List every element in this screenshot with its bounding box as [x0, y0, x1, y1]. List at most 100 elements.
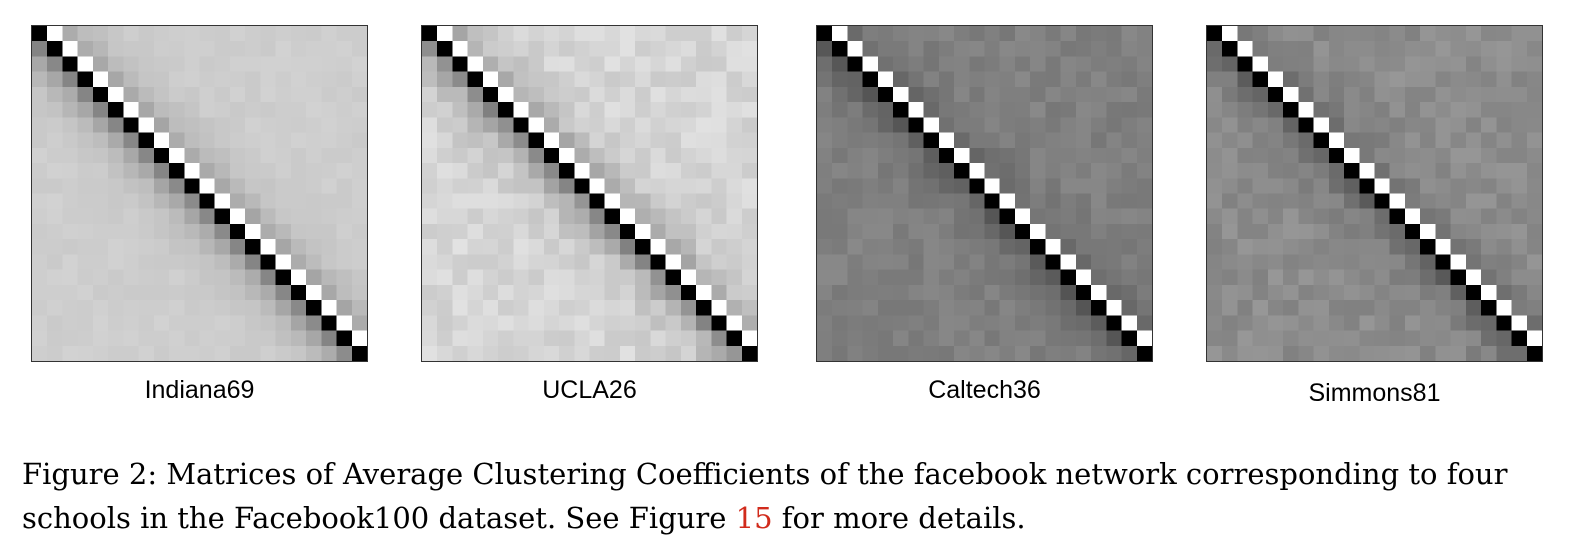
- matrix-cell: [1060, 86, 1077, 103]
- matrix-cell: [1313, 26, 1330, 42]
- matrix-cell: [635, 178, 651, 194]
- matrix-cell: [877, 330, 894, 347]
- matrix-cell: [229, 147, 246, 164]
- matrix-cell: [862, 41, 879, 57]
- matrix-cell: [1106, 86, 1122, 103]
- matrix-cell: [1389, 345, 1406, 361]
- matrix-cell: [290, 223, 307, 240]
- matrix-cell: [1091, 330, 1107, 347]
- matrix-cell: [306, 147, 322, 164]
- matrix-cell: [862, 315, 879, 331]
- caption-text: Figure 2: Matrices of Average Clustering…: [22, 457, 1508, 535]
- matrix-cell: [559, 117, 575, 133]
- matrix-cell: [680, 178, 697, 194]
- matrix-cell: [1404, 223, 1421, 240]
- matrix-cell: [741, 178, 757, 194]
- matrix-cell: [832, 147, 848, 164]
- matrix-cell: [306, 300, 322, 316]
- matrix-cell: [214, 56, 231, 72]
- matrix-cell: [1060, 223, 1077, 240]
- matrix-cell: [604, 269, 621, 286]
- matrix-cell: [877, 178, 894, 194]
- matrix-cell: [1121, 193, 1138, 210]
- matrix-cell: [1389, 86, 1406, 103]
- matrix-cell: [1136, 117, 1152, 133]
- matrix-cell: [467, 71, 484, 88]
- matrix-cell: [92, 284, 109, 301]
- matrix-cell: [1121, 132, 1138, 149]
- matrix-cell: [513, 284, 529, 301]
- matrix-cell: [1435, 284, 1451, 301]
- matrix-cell: [665, 254, 682, 270]
- matrix-cell: [1252, 102, 1269, 118]
- matrix-cell: [1030, 71, 1046, 88]
- matrix-cell: [1526, 269, 1542, 286]
- matrix-cell: [306, 208, 322, 225]
- matrix-cell: [1344, 86, 1360, 103]
- matrix-cell: [229, 86, 246, 103]
- matrix-cell: [938, 284, 955, 301]
- matrix-cell: [77, 56, 94, 72]
- matrix-cell: [275, 132, 292, 149]
- matrix-cell: [1526, 300, 1542, 316]
- matrix-cell: [635, 269, 651, 286]
- matrix-cell: [619, 239, 636, 255]
- matrix-cell: [245, 208, 261, 225]
- matrix-cell: [1091, 71, 1107, 88]
- figure-panel-caltech: [816, 25, 1153, 362]
- matrix-cell: [1283, 300, 1299, 316]
- matrix-cell: [77, 193, 94, 210]
- matrix-cell: [589, 26, 606, 42]
- matrix-cell: [1136, 147, 1152, 164]
- matrix-cell: [559, 163, 575, 179]
- matrix-cell: [1420, 163, 1436, 179]
- matrix-cell: [1030, 254, 1046, 270]
- matrix-cell: [108, 269, 124, 286]
- matrix-cell: [498, 102, 514, 118]
- matrix-cell: [847, 208, 863, 225]
- matrix-cell: [482, 178, 499, 194]
- matrix-cell: [1298, 330, 1314, 347]
- matrix-cell: [62, 208, 78, 225]
- matrix-cell: [1496, 102, 1512, 118]
- matrix-cell: [1359, 71, 1375, 88]
- matrix-cell: [604, 345, 621, 361]
- matrix-cell: [1045, 56, 1061, 72]
- matrix-cell: [437, 284, 453, 301]
- matrix-cell: [969, 193, 985, 210]
- matrix-cell: [1091, 86, 1107, 103]
- matrix-cell: [665, 132, 682, 149]
- matrix-cell: [817, 56, 833, 72]
- matrix-cell: [1313, 117, 1330, 133]
- matrix-cell: [1075, 102, 1092, 118]
- matrix-cell: [589, 254, 606, 270]
- matrix-cell: [984, 41, 1001, 57]
- matrix-cell: [290, 117, 307, 133]
- matrix-cell: [1014, 315, 1031, 331]
- matrix-cell: [422, 41, 438, 57]
- matrix-cell: [260, 239, 276, 255]
- matrix-cell: [604, 117, 621, 133]
- matrix-cell: [1344, 300, 1360, 316]
- matrix-cell: [696, 163, 712, 179]
- matrix-cell: [321, 239, 337, 255]
- figure-reference-link[interactable]: 15: [735, 501, 773, 535]
- matrix-cell: [32, 315, 48, 331]
- matrix-cell: [513, 163, 529, 179]
- matrix-cell: [923, 71, 940, 88]
- matrix-cell: [696, 330, 712, 347]
- matrix-cell: [482, 193, 499, 210]
- matrix-cell: [528, 223, 545, 240]
- matrix-cell: [482, 102, 499, 118]
- matrix-cell: [999, 223, 1016, 240]
- matrix-cell: [1404, 26, 1421, 42]
- matrix-cell: [1106, 315, 1122, 331]
- matrix-cell: [741, 56, 757, 72]
- matrix-cell: [1344, 284, 1360, 301]
- matrix-cell: [543, 223, 560, 240]
- matrix-cell: [1328, 147, 1345, 164]
- matrix-cell: [1344, 147, 1360, 164]
- matrix-cell: [559, 56, 575, 72]
- matrix-cell: [275, 102, 292, 118]
- matrix-cell: [543, 117, 560, 133]
